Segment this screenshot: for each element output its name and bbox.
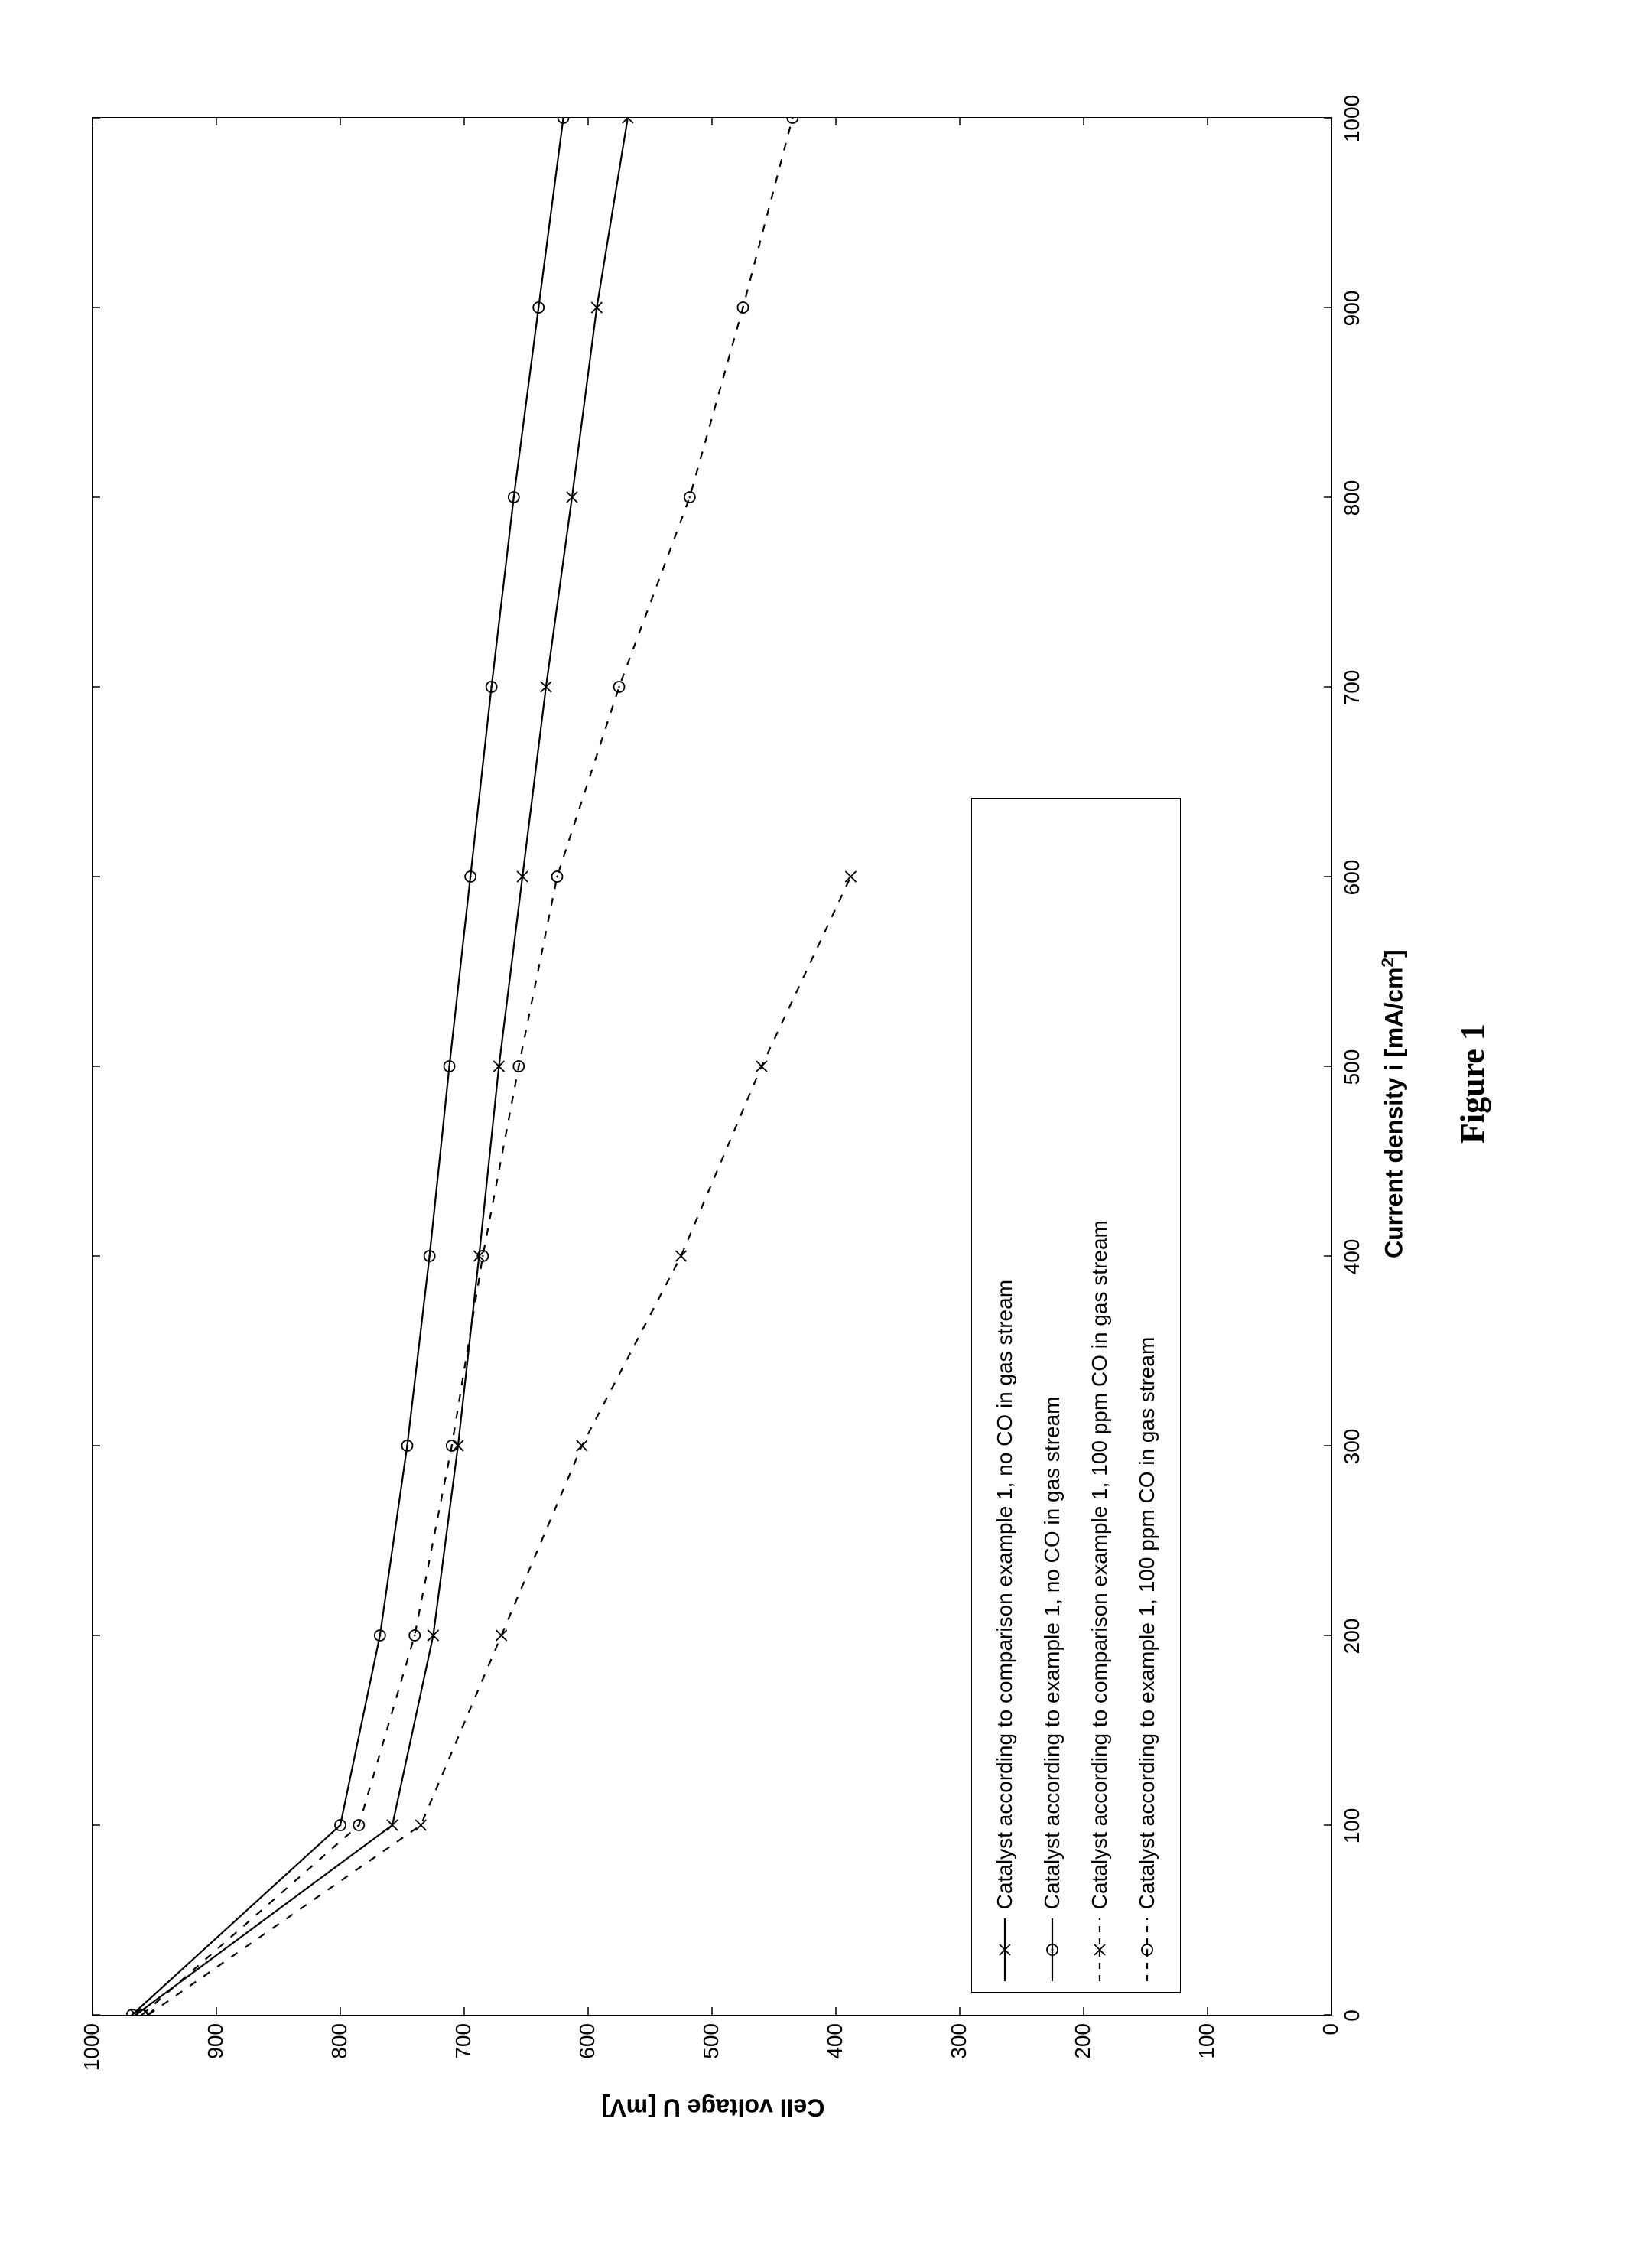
- y-tick-label: 300: [947, 2023, 971, 2092]
- x-tick-label: 100: [1340, 1808, 1364, 1844]
- y-tick-label: 700: [451, 2023, 476, 2092]
- legend-sample-icon: [1123, 1917, 1171, 1983]
- legend-sample-icon: [981, 1917, 1029, 1983]
- legend-entry: Catalyst according to comparison example…: [981, 1280, 1029, 1983]
- legend-label: Catalyst according to comparison example…: [993, 1280, 1017, 1909]
- y-tick-label: 0: [1318, 2023, 1343, 2092]
- x-tick-label: 900: [1340, 291, 1364, 327]
- y-tick-label: 600: [575, 2023, 600, 2092]
- y-tick-label: 1000: [80, 2023, 104, 2092]
- legend-label: Catalyst according to example 1, 100 ppm…: [1135, 1337, 1159, 1910]
- y-tick-label: 800: [327, 2023, 352, 2092]
- legend-label: Catalyst according to example 1, no CO i…: [1040, 1396, 1065, 1909]
- y-tick-label: 400: [823, 2023, 847, 2092]
- y-axis-title: Cell voltage U [mV]: [522, 2094, 905, 2122]
- x-tick-label: 600: [1340, 860, 1364, 896]
- x-tick-label: 500: [1340, 1049, 1364, 1085]
- legend-sample-icon: [1076, 1917, 1123, 1983]
- x-tick-label: 0: [1340, 2009, 1364, 2022]
- legend-entry: Catalyst according to comparison example…: [1076, 1220, 1123, 1983]
- x-tick-label: 200: [1340, 1619, 1364, 1655]
- y-tick-label: 100: [1195, 2023, 1219, 2092]
- x-tick-label: 300: [1340, 1429, 1364, 1465]
- legend-label: Catalyst according to comparison example…: [1087, 1220, 1112, 1909]
- legend-box: Catalyst according to comparison example…: [971, 798, 1181, 1993]
- y-tick-label: 900: [203, 2023, 228, 2092]
- y-tick-label: 200: [1071, 2023, 1095, 2092]
- x-axis-title: Current density i [mA/cm2]: [1378, 949, 1409, 1258]
- rotated-canvas: 0 100 200 300 400 500 600 700 800 900 1000 0 100 200…: [0, 0, 1632, 2268]
- figure-caption: Figure 1: [1453, 1023, 1492, 1144]
- x-tick-label: 800: [1340, 480, 1364, 516]
- x-tick-label: 400: [1340, 1239, 1364, 1275]
- legend-sample-icon: [1029, 1917, 1076, 1983]
- x-tick-label: 700: [1340, 670, 1364, 706]
- x-tick-label: 1000: [1340, 95, 1364, 142]
- legend-entry: Catalyst according to example 1, 100 ppm…: [1123, 1337, 1171, 1983]
- y-tick-label: 500: [699, 2023, 723, 2092]
- legend-entry: Catalyst according to example 1, no CO i…: [1029, 1396, 1076, 1983]
